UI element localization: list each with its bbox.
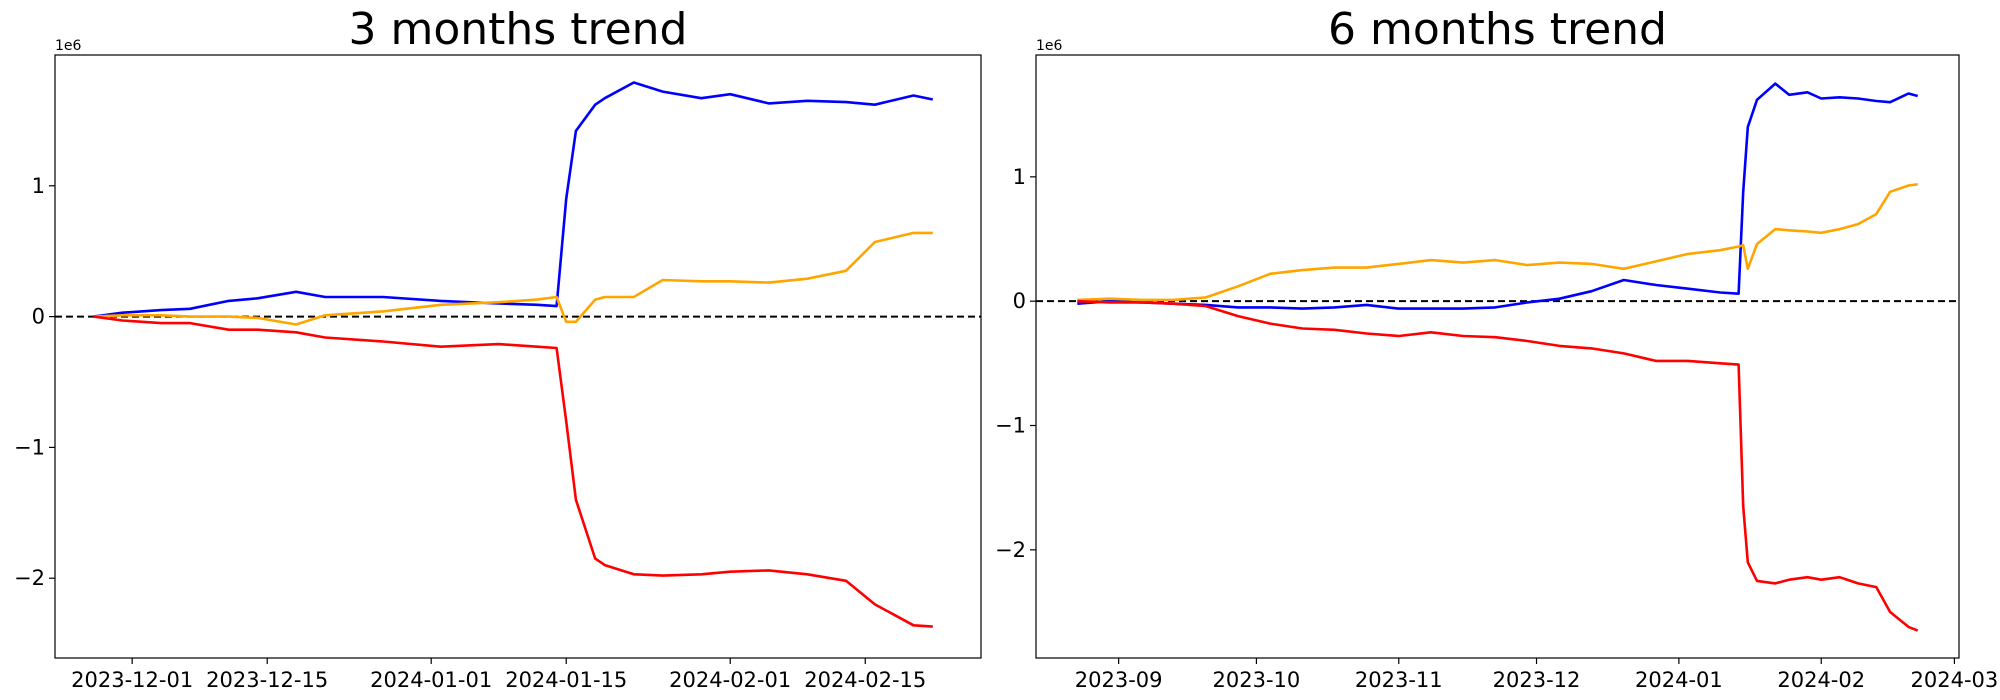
data-line <box>1077 82 1919 310</box>
x-tick-label: 2023-12 <box>1493 668 1581 692</box>
data-line <box>1077 183 1918 302</box>
x-tick-label: 2023-11 <box>1355 668 1443 692</box>
x-tick-label: 2023-12-01 <box>71 668 193 692</box>
data-line <box>93 231 933 326</box>
plot-frame <box>1035 54 1960 659</box>
x-tick-label: 2024-02-15 <box>804 668 926 692</box>
x-tick-label: 2024-01 <box>1635 668 1723 692</box>
y-tick-label: 0 <box>1013 289 1026 313</box>
x-tick-label: 2024-02 <box>1777 668 1865 692</box>
y-tick-label: −1 <box>14 435 45 459</box>
offset-text: 1e6 <box>55 38 82 54</box>
data-line <box>93 315 933 628</box>
x-tick-label: 2023-10 <box>1213 668 1301 692</box>
x-tick-label: 2024-01-01 <box>370 668 492 692</box>
plot-frame <box>54 54 982 659</box>
y-tick-label: 1 <box>32 174 45 198</box>
y-tick-label: 1 <box>1013 165 1026 189</box>
x-tick-label: 2023-12-15 <box>206 668 328 692</box>
chart-panel: 6 months trend 1e6 −2 −1 0 1 2023-09 2023-10 202… <box>995 4 1998 692</box>
chart-title: 3 months trend <box>349 4 688 55</box>
x-tick-label: 2023-09 <box>1075 668 1163 692</box>
y-tick-label: −1 <box>995 414 1026 438</box>
y-tick-label: −2 <box>14 566 45 590</box>
data-line <box>93 81 934 318</box>
y-tick-label: −2 <box>995 538 1026 562</box>
x-tick-label: 2024-02-01 <box>669 668 791 692</box>
data-line <box>1077 299 1919 632</box>
offset-text: 1e6 <box>1036 38 1063 54</box>
chart-title: 6 months trend <box>1328 4 1667 55</box>
chart-panel: 3 months trend 1e6 −2 −1 0 1 2023-12-01 2023-12… <box>14 4 982 692</box>
y-tick-label: 0 <box>32 305 45 329</box>
x-tick-label: 2024-03 <box>1911 668 1999 692</box>
x-tick-label: 2024-01-15 <box>505 668 627 692</box>
